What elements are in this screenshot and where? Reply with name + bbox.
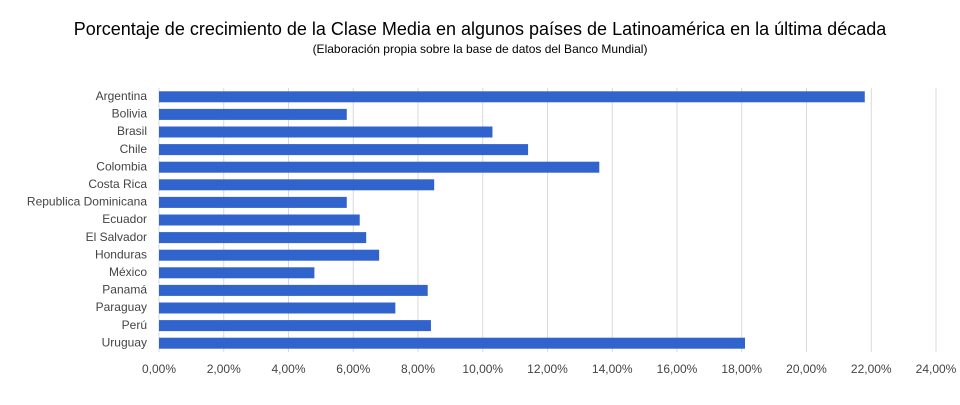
chart-subtitle: (Elaboración propia sobre la base de dat…: [313, 42, 648, 56]
y-tick-label: Panamá: [102, 283, 147, 297]
x-tick-label: 0,00%: [142, 362, 176, 376]
x-tick-label: 6,00%: [336, 362, 370, 376]
bar: [159, 214, 360, 226]
y-tick-label: Honduras: [95, 247, 147, 261]
bar: [159, 126, 493, 138]
bar: [159, 249, 380, 261]
bar: [159, 179, 435, 191]
x-tick-label: 24,00%: [916, 362, 957, 376]
y-tick-label: El Salvador: [86, 230, 147, 244]
y-tick-label: Colombia: [96, 159, 147, 173]
y-tick-label: Republica Dominicana: [27, 195, 147, 209]
y-tick-label: Uruguay: [102, 335, 147, 349]
y-tick-label: Paraguay: [96, 300, 147, 314]
bar: [159, 196, 347, 208]
y-tick-label: Costa Rica: [88, 177, 147, 191]
bar: [159, 232, 367, 244]
y-tick-label: Ecuador: [102, 212, 147, 226]
x-tick-label: 22,00%: [851, 362, 892, 376]
bar: [159, 267, 315, 279]
bar: [159, 144, 529, 156]
y-tick-label: Chile: [120, 142, 148, 156]
x-tick-label: 16,00%: [657, 362, 698, 376]
y-tick-label: Argentina: [96, 89, 148, 103]
y-tick-label: Perú: [122, 318, 147, 332]
bar: [159, 337, 745, 349]
bar: [159, 302, 396, 314]
x-tick-label: 14,00%: [592, 362, 633, 376]
y-tick-label: Bolivia: [112, 107, 148, 121]
bar: [159, 320, 431, 332]
x-tick-label: 2,00%: [207, 362, 241, 376]
x-tick-label: 12,00%: [527, 362, 568, 376]
bar: [159, 161, 600, 173]
bar: [159, 284, 428, 296]
bar: [159, 91, 865, 103]
x-tick-label: 10,00%: [462, 362, 503, 376]
x-tick-label: 20,00%: [786, 362, 827, 376]
chart-title: Porcentaje de crecimiento de la Clase Me…: [74, 19, 887, 39]
y-tick-label: México: [109, 265, 147, 279]
x-tick-label: 4,00%: [271, 362, 305, 376]
y-tick-label: Brasil: [117, 124, 147, 138]
x-tick-label: 8,00%: [401, 362, 435, 376]
x-tick-label: 18,00%: [721, 362, 762, 376]
bar: [159, 108, 347, 120]
